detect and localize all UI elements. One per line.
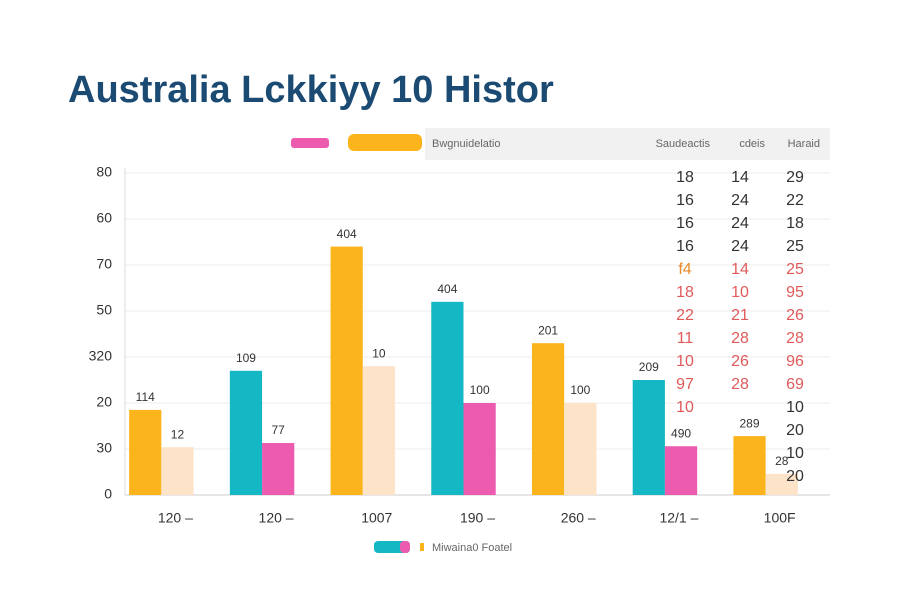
table-cell: 25: [786, 238, 804, 255]
table-header: cdeis: [739, 138, 765, 150]
data-label: 404: [437, 282, 457, 296]
data-label: 490: [671, 426, 691, 440]
y-tick-label: 60: [96, 210, 112, 226]
bar: [531, 343, 565, 495]
x-tick-label: 190 –: [460, 510, 495, 526]
bar: [431, 301, 464, 495]
table-cell: 10: [676, 399, 694, 416]
table-cell: 16: [676, 192, 694, 209]
table-cell: f4: [678, 261, 691, 278]
data-label: 201: [538, 323, 558, 337]
bar: [664, 446, 698, 495]
data-label: 12: [171, 427, 185, 441]
bar: [229, 370, 263, 495]
table-header: Saudeactis: [656, 138, 711, 150]
data-label: 109: [236, 351, 256, 365]
y-tick-label: 320: [89, 348, 113, 364]
data-label: 404: [337, 227, 357, 241]
data-label: 10: [372, 346, 386, 360]
table-cell: 26: [731, 353, 749, 370]
table-cell: 10: [786, 399, 804, 416]
y-tick-label: 80: [96, 164, 112, 180]
table-cell: 24: [731, 192, 749, 209]
bar: [733, 436, 766, 495]
chart-title: Australia Lckkiyy 10 Histor: [68, 69, 554, 111]
table-cell: 10: [731, 284, 749, 301]
data-label: 289: [740, 416, 760, 430]
table-cell: 97: [676, 376, 694, 393]
bar: [161, 447, 194, 495]
x-tick-label: 12/1 –: [659, 510, 698, 526]
data-label: 77: [272, 423, 286, 437]
table-cell: 24: [731, 238, 749, 255]
table-cell: 11: [677, 330, 694, 347]
legend-swatch: [291, 138, 329, 148]
bar: [765, 473, 798, 495]
table-cell: 22: [786, 192, 804, 209]
table-cell: 28: [786, 330, 804, 347]
x-tick-label: 100F: [764, 510, 796, 526]
bar: [262, 443, 295, 495]
x-tick-label: 1007: [361, 510, 392, 526]
x-tick-label: 260 –: [561, 510, 596, 526]
data-label: 28: [775, 454, 789, 468]
table-cell: 14: [731, 169, 749, 186]
bar: [632, 380, 665, 495]
table-cell: 69: [786, 376, 804, 393]
table-cell: 29: [786, 169, 804, 186]
bar: [330, 246, 363, 495]
table-cell: 20: [786, 468, 804, 485]
table-cell: 24: [731, 215, 749, 232]
bar: [362, 366, 396, 495]
table-cell: 28: [731, 376, 749, 393]
table-cell: 20: [786, 422, 804, 439]
table-cell: 16: [676, 238, 694, 255]
y-tick-label: 50: [96, 302, 112, 318]
bar: [564, 403, 597, 495]
y-tick-label: 70: [96, 256, 112, 272]
table-header-bg: [425, 128, 830, 160]
y-tick-label: 30: [96, 440, 112, 456]
table-cell: 16: [676, 215, 694, 232]
table-cell: 21: [731, 307, 749, 324]
bar: [129, 409, 162, 495]
x-tick-label: 120 –: [158, 510, 193, 526]
y-tick-label: 0: [104, 486, 112, 502]
table-cell: 26: [786, 307, 804, 324]
table-cell: 18: [676, 169, 694, 186]
legend-swatch: [420, 543, 424, 551]
data-label: 100: [470, 383, 490, 397]
x-tick-label: 120 –: [259, 510, 294, 526]
table-cell: 28: [731, 330, 749, 347]
legend-swatch: [348, 134, 422, 151]
data-label: 114: [136, 390, 155, 404]
legend-swatch: [400, 541, 410, 553]
table-header: Bwgnuidelatio: [432, 138, 501, 150]
bar: [463, 403, 496, 495]
y-tick-label: 20: [96, 394, 112, 410]
table-cell: 14: [731, 261, 749, 278]
table-cell: 10: [786, 445, 804, 462]
data-label: 100: [570, 383, 590, 397]
table-cell: 10: [676, 353, 694, 370]
table-cell: 22: [676, 307, 694, 324]
table-cell: 95: [786, 284, 804, 301]
legend-text: Miwaina0 Foatel: [432, 542, 512, 554]
table-header: Haraid: [788, 138, 820, 150]
table-cell: 96: [786, 353, 804, 370]
data-label: 209: [639, 360, 659, 374]
table-cell: 18: [786, 215, 804, 232]
table-cell: 18: [676, 284, 694, 301]
table-cell: 25: [786, 261, 804, 278]
